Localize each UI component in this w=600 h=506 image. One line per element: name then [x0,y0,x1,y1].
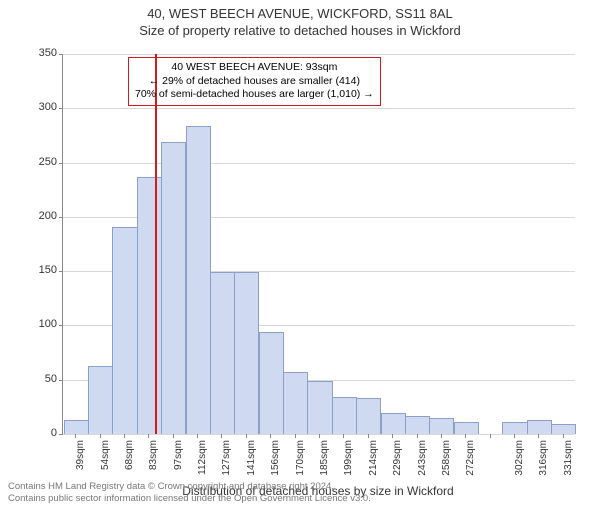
ytick-label: 150 [17,264,57,276]
histogram-bar [551,424,576,434]
page-subtitle: Size of property relative to detached ho… [0,23,600,38]
page-title-address: 40, WEST BEECH AVENUE, WICKFORD, SS11 8A… [0,6,600,21]
grid-line [63,163,575,164]
xtick-label: 302sqm [514,440,525,480]
histogram-bar [381,413,406,434]
xtick-label: 39sqm [75,440,86,480]
xtick-mark [465,434,466,438]
xtick-mark [197,434,198,438]
xtick-label: 258sqm [441,440,452,480]
ytick-label: 0 [17,427,57,439]
histogram-bar [356,398,381,434]
xtick-mark [148,434,149,438]
chart: 05010015020025030035039sqm54sqm68sqm83sq… [62,54,574,434]
xtick-label: 170sqm [295,440,306,480]
ytick-mark [59,217,63,218]
xtick-label: 316sqm [538,440,549,480]
ytick-mark [59,325,63,326]
ytick-label: 250 [17,156,57,168]
ytick-label: 100 [17,318,57,330]
histogram-bar [64,420,89,434]
xtick-mark [538,434,539,438]
xtick-mark [392,434,393,438]
xtick-label: 331sqm [563,440,574,480]
property-marker-line [155,54,157,434]
xtick-label: 185sqm [319,440,330,480]
info-box: 40 WEST BEECH AVENUE: 93sqm← 29% of deta… [128,57,381,106]
xtick-label: 272sqm [465,440,476,480]
info-box-line: 70% of semi-detached houses are larger (… [135,88,374,102]
xtick-label: 229sqm [392,440,403,480]
histogram-bar [283,372,308,434]
histogram-bar [161,142,186,434]
plot-area: 05010015020025030035039sqm54sqm68sqm83sq… [62,54,575,435]
histogram-bar [307,381,332,434]
xtick-mark [173,434,174,438]
histogram-bar [259,332,284,434]
ytick-label: 300 [17,101,57,113]
histogram-bar [502,422,527,434]
histogram-bar [405,416,430,434]
xtick-label: 141sqm [246,440,257,480]
xtick-mark [514,434,515,438]
histogram-bar [112,227,137,434]
ytick-mark [59,434,63,435]
xtick-mark [441,434,442,438]
footer-line-1: Contains HM Land Registry data © Crown c… [8,481,371,492]
xtick-mark [319,434,320,438]
histogram-bar [234,272,259,434]
ytick-mark [59,380,63,381]
xtick-label: 214sqm [368,440,379,480]
xtick-label: 112sqm [197,440,208,480]
histogram-bar [527,420,552,434]
histogram-bar [332,397,357,434]
histogram-bar [210,272,235,434]
xtick-mark [100,434,101,438]
ytick-mark [59,108,63,109]
xtick-label: 243sqm [417,440,428,480]
grid-line [63,108,575,109]
xtick-mark [295,434,296,438]
histogram-bar [88,366,113,434]
ytick-label: 200 [17,210,57,222]
xtick-mark [368,434,369,438]
xtick-label: 156sqm [270,440,281,480]
histogram-bar [454,422,479,434]
xtick-label: 97sqm [173,440,184,480]
ytick-label: 350 [17,47,57,59]
xtick-mark [246,434,247,438]
xtick-label: 83sqm [148,440,159,480]
xtick-mark [124,434,125,438]
xtick-mark [75,434,76,438]
grid-line [63,54,575,55]
footer-line-2: Contains public sector information licen… [8,493,371,504]
info-box-line: ← 29% of detached houses are smaller (41… [135,75,374,89]
ytick-label: 50 [17,373,57,385]
xtick-mark [343,434,344,438]
ytick-mark [59,163,63,164]
histogram-bar [186,126,211,434]
info-box-line: 40 WEST BEECH AVENUE: 93sqm [135,61,374,75]
xtick-mark [221,434,222,438]
xtick-mark [490,434,491,438]
xtick-label: 54sqm [100,440,111,480]
xtick-label: 199sqm [343,440,354,480]
xtick-mark [270,434,271,438]
xtick-mark [563,434,564,438]
histogram-bar [429,418,454,434]
footer-attribution: Contains HM Land Registry data © Crown c… [8,481,371,504]
xtick-label: 127sqm [221,440,232,480]
ytick-mark [59,271,63,272]
histogram-bar [137,177,162,434]
ytick-mark [59,54,63,55]
xtick-mark [417,434,418,438]
xtick-label: 68sqm [124,440,135,480]
